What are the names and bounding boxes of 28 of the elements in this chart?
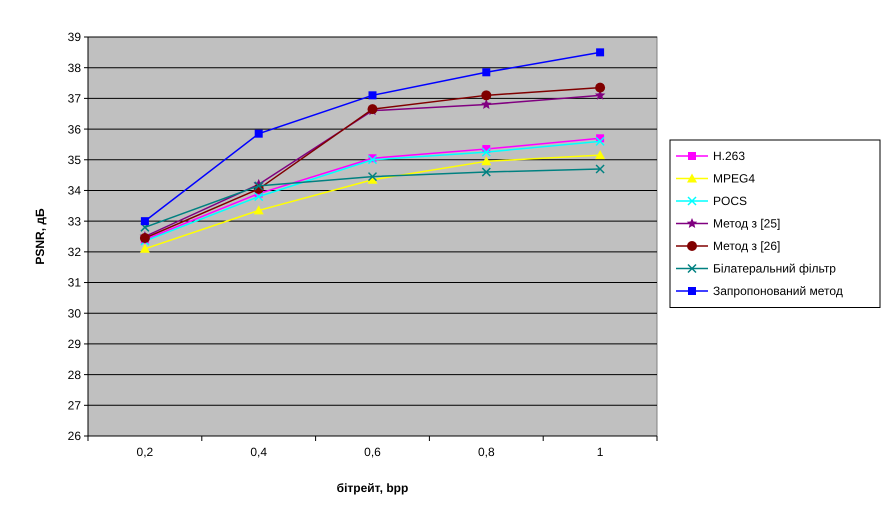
y-tick-label: 38 [68, 60, 82, 75]
x-tick-label: 0,2 [136, 445, 154, 459]
y-tick-label: 37 [68, 92, 82, 106]
y-tick-label: 35 [68, 152, 82, 167]
y-tick-label: 27 [68, 398, 82, 413]
x-axis-title: бітрейт, bpp [336, 481, 408, 495]
legend-label: Метод з [26] [713, 239, 780, 254]
y-tick-label: 34 [68, 184, 82, 198]
x-tick-label: 0,8 [478, 445, 495, 459]
legend-label: Запропонований метод [713, 284, 843, 298]
x-tick-label: 0,6 [364, 445, 382, 459]
legend-label: Білатеральний фільтр [713, 262, 836, 276]
legend-label: POCS [713, 194, 748, 208]
legend-label: Метод з [25] [713, 216, 780, 231]
y-tick-label: 39 [68, 30, 82, 44]
y-tick-label: 31 [68, 276, 82, 290]
y-tick-label: 33 [68, 214, 82, 228]
x-tick-label: 1 [596, 445, 604, 459]
legend-label: H.263 [713, 149, 746, 164]
y-tick-label: 26 [68, 429, 82, 444]
y-tick-label: 30 [68, 306, 82, 320]
y-axis-title: PSNR, дБ [33, 208, 47, 265]
y-tick-label: 32 [68, 245, 82, 260]
y-tick-label: 28 [68, 368, 82, 382]
x-tick-label: 0,4 [250, 445, 268, 459]
legend-label: MPEG4 [713, 172, 756, 186]
y-tick-label: 29 [68, 337, 82, 352]
y-tick-label: 36 [68, 122, 82, 136]
